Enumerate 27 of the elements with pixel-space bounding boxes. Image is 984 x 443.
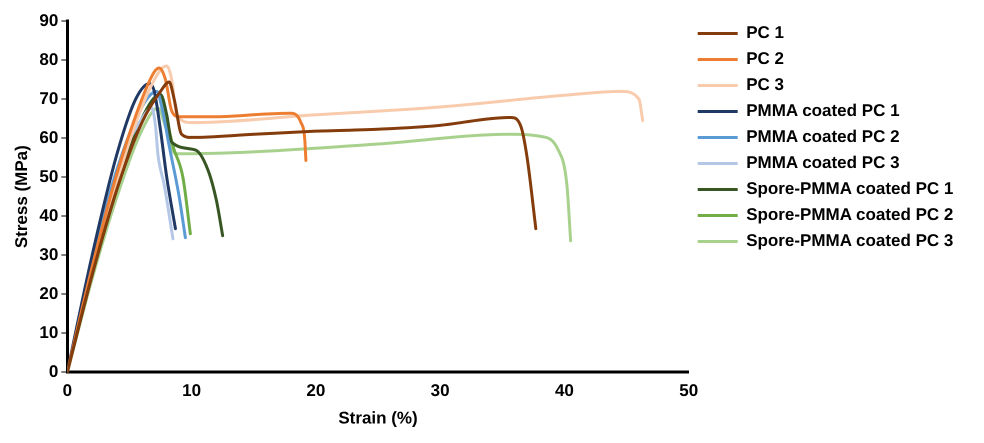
y-tick-label: 10 [39,322,58,342]
legend-label: PMMA coated PC 2 [746,127,900,146]
x-axis-title: Strain (%) [338,408,418,428]
y-tick-label: 90 [39,10,58,30]
legend-label: PC 3 [746,75,784,94]
x-tick-label: 30 [430,381,450,400]
legend-label: Spore-PMMA coated PC 3 [746,231,954,250]
y-tick-label: 20 [39,284,58,303]
x-tick-label: 20 [306,381,326,400]
y-tick-label: 50 [39,166,58,186]
y-tick-label: 40 [39,206,58,225]
x-tick-label: 50 [679,381,698,400]
x-tick-label: 0 [62,381,72,400]
legend-label: Spore-PMMA coated PC 2 [746,205,954,224]
y-tick-label: 30 [39,244,58,264]
y-axis-title: Stress (MPa) [12,145,31,248]
legend-label: PMMA coated PC 1 [746,101,900,120]
legend-label: PMMA coated PC 3 [746,153,900,172]
y-tick-label: 0 [48,362,58,381]
legend-label: PC 2 [746,49,784,68]
x-tick-label: 40 [554,381,574,400]
y-tick-label: 80 [39,50,58,69]
y-tick-label: 60 [39,128,58,147]
x-tick-label: 10 [182,381,202,400]
legend-label: Spore-PMMA coated PC 1 [746,179,954,198]
legend-label: PC 1 [746,23,784,42]
y-tick-label: 70 [39,88,58,108]
